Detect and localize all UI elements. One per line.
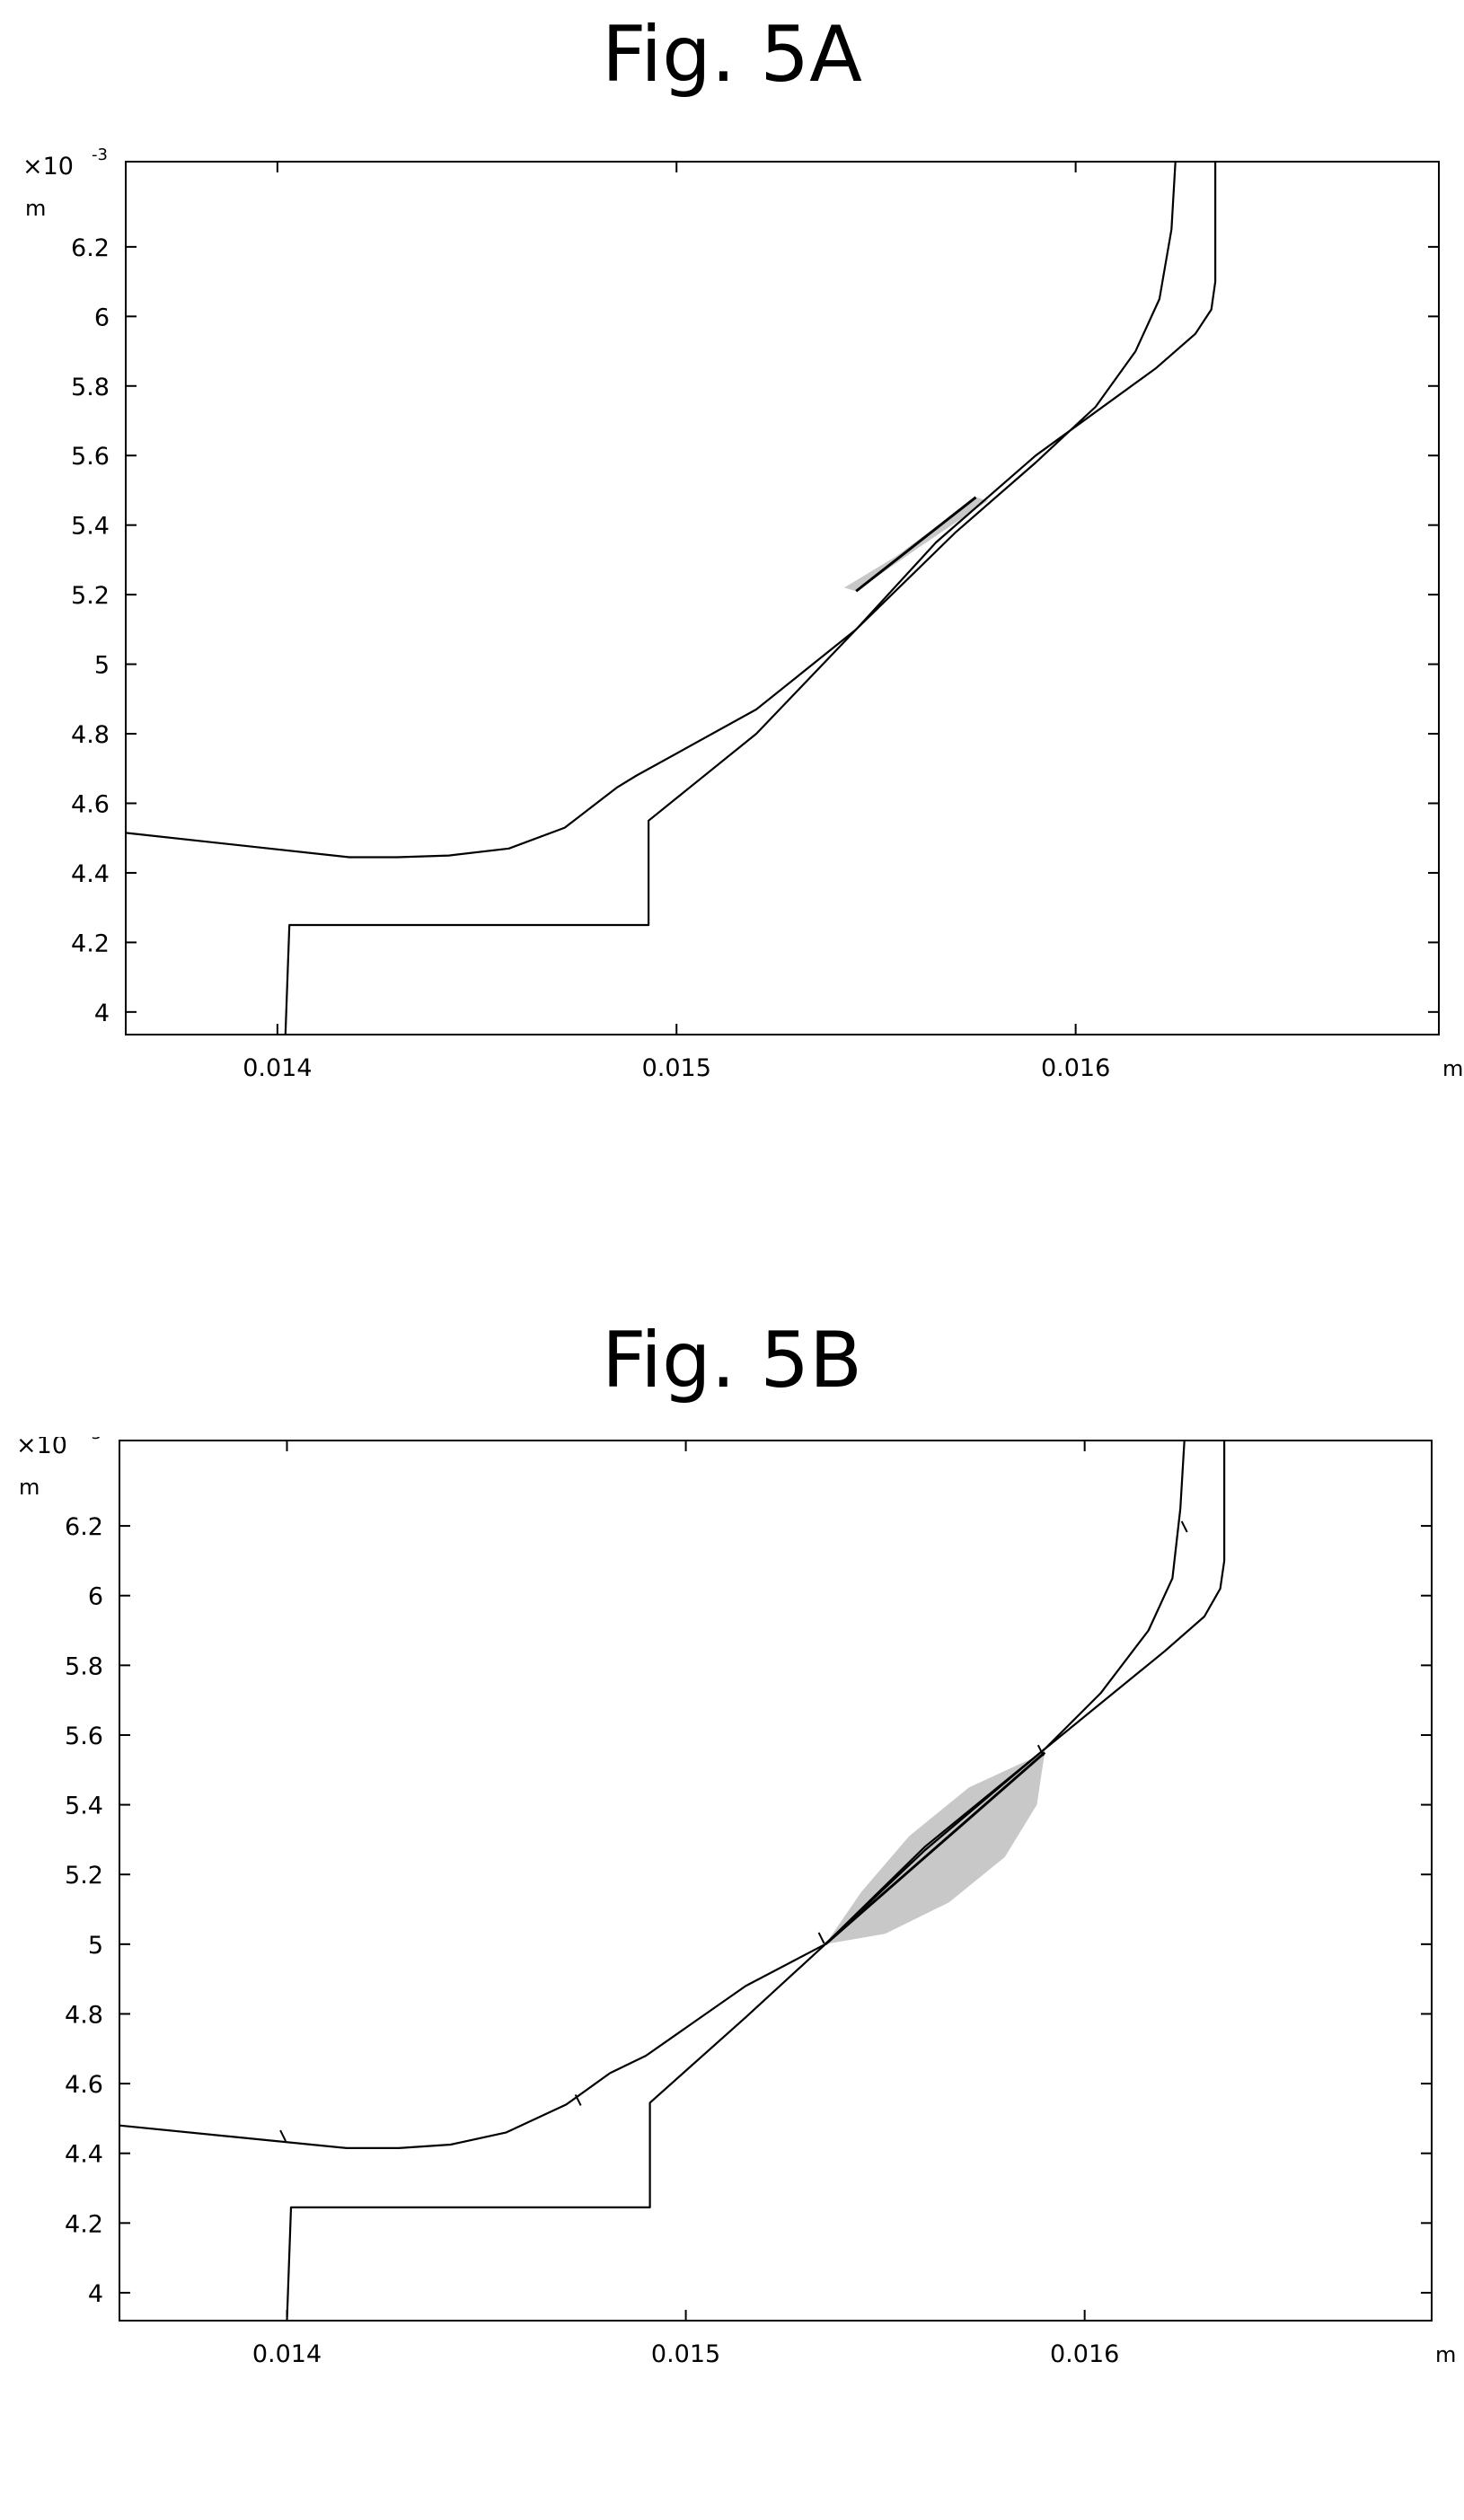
figb-y-axis-unit: m (19, 1475, 40, 1500)
figb-series-line-1 (286, 1441, 1226, 2322)
figb-curve-tick-0 (279, 2129, 287, 2142)
figa-y-multiplier-exponent: -3 (92, 145, 108, 164)
figb-y-multiplier: ×10 (16, 1437, 67, 1459)
figb-y-tick-label: 5.8 (65, 1652, 103, 1680)
figb-y-tick-label: 6 (88, 1583, 103, 1611)
figure-5a-plot: 0.014 0.015 0.016 4 4.2 4.4 4.6 4.8 5 5.2 5.4 5.6 5.… (22, 145, 1463, 1082)
figb-y-tick-label: 5.4 (65, 1793, 103, 1820)
figb-series-line-0 (119, 1440, 1186, 2149)
figa-y-tick-label: 4.8 (71, 721, 110, 749)
figa-y-tick-label: 4.6 (71, 790, 110, 818)
figa-x-tick-label: 0.015 (642, 1054, 711, 1082)
figb-overlap-line (825, 1751, 1046, 1945)
figb-x-axis-unit: m (1435, 2342, 1456, 2367)
figa-y-tick-label: 5.8 (71, 374, 110, 401)
figa-y-tick-label: 6.2 (71, 234, 110, 262)
figb-axes-frame (119, 1440, 1433, 2322)
figa-y-tick-label: 4.2 (71, 930, 110, 957)
figb-x-tick-label: 0.015 (651, 2340, 720, 2368)
figb-x-tick-label: 0.014 (252, 2340, 322, 2368)
figb-y-tick-label: 5.6 (65, 1723, 103, 1750)
figure-5b-title: Fig. 5B (601, 1316, 863, 1405)
figa-y-axis-unit: m (25, 196, 46, 221)
figure-5a-title: Fig. 5A (602, 10, 862, 100)
figa-y-multiplier: ×10 (22, 153, 74, 181)
figa-series-line-1 (284, 162, 1217, 1035)
figa-y-tick-label: 4 (94, 1000, 110, 1027)
figb-y-multiplier-exponent: -3 (85, 1437, 101, 1443)
figa-overlap-line (855, 496, 977, 593)
figb-y-tick-label: 5.2 (65, 1862, 103, 1890)
figa-x-axis-unit: m (1442, 1056, 1463, 1081)
figa-y-tick-label: 5.2 (71, 582, 110, 610)
figb-y-tick-label: 4.4 (65, 2141, 103, 2169)
figa-series-line-0 (125, 161, 1177, 859)
figa-y-tick-label: 4.4 (71, 860, 110, 888)
figb-curve-tick-2 (817, 1932, 825, 1944)
figb-curve-tick-1 (574, 2093, 582, 2106)
figb-y-tick-label: 4.2 (65, 2210, 103, 2238)
figb-y-tick-label: 6.2 (65, 1513, 103, 1541)
figb-curve-tick-3 (1036, 1744, 1045, 1757)
figb-curve-tick-4 (1180, 1520, 1188, 1533)
figure-5b-plot: 0.014 0.015 0.016 4 4.2 4.4 4.6 4.8 5 5.2 5.4 5.6 5.… (16, 1437, 1456, 2368)
figa-y-tick-label: 5 (94, 652, 110, 680)
figb-y-tick-label: 5 (88, 1932, 103, 1960)
figb-y-tick-label: 4.6 (65, 2071, 103, 2099)
figb-y-tick-label: 4.8 (65, 2001, 103, 2029)
figa-axes-frame (125, 161, 1440, 1035)
figa-x-tick-label: 0.014 (243, 1054, 312, 1082)
figa-y-tick-label: 5.4 (71, 513, 110, 541)
figb-y-tick-label: 4 (88, 2280, 103, 2308)
figa-y-tick-label: 5.6 (71, 443, 110, 471)
figa-y-tick-label: 6 (94, 304, 110, 331)
figb-x-tick-label: 0.016 (1050, 2340, 1119, 2368)
figa-x-tick-label: 0.016 (1041, 1054, 1110, 1082)
